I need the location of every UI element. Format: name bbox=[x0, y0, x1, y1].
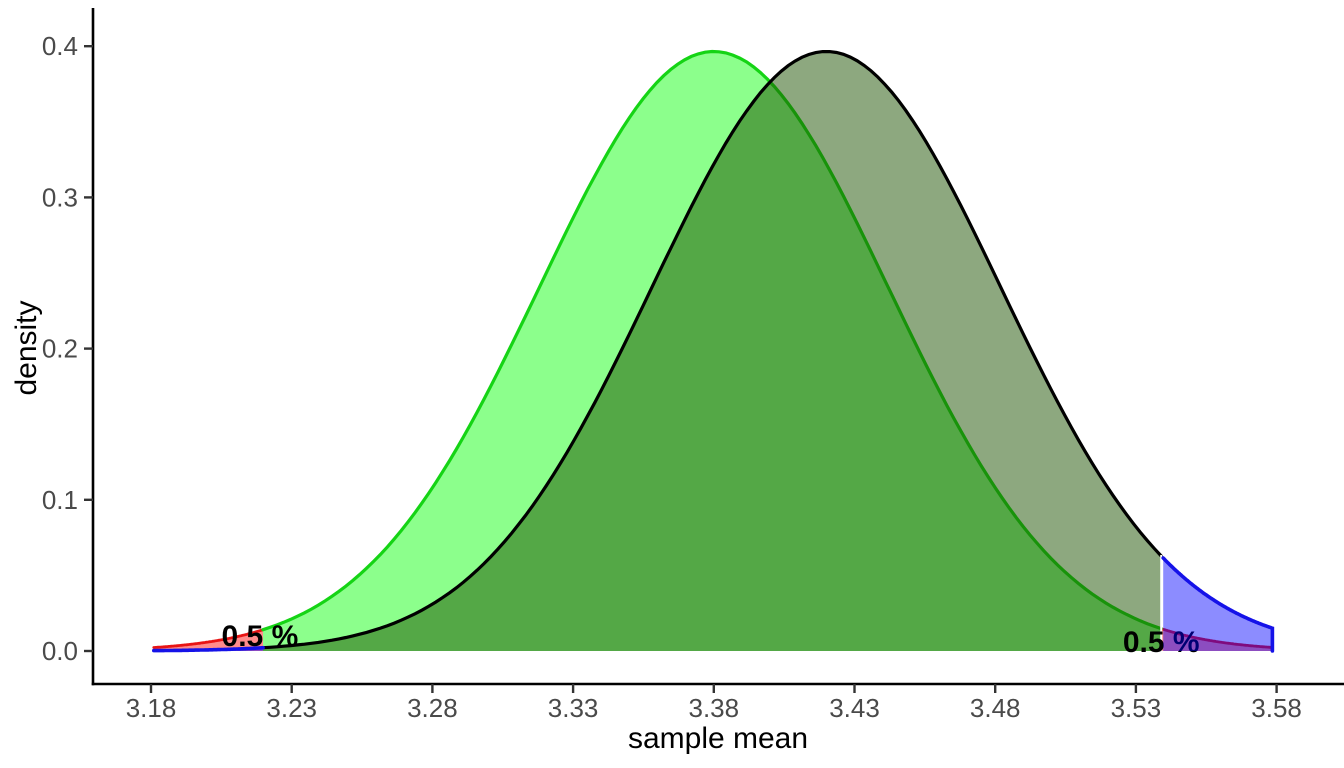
y-tick-label: 0.0 bbox=[42, 636, 78, 666]
x-tick-label: 3.58 bbox=[1251, 693, 1302, 723]
x-tick-label: 3.53 bbox=[1111, 693, 1162, 723]
x-tick-label: 3.23 bbox=[266, 693, 317, 723]
rejection-outline-right bbox=[1159, 627, 1274, 653]
rejection-outline-left bbox=[152, 628, 265, 649]
y-tick-label: 0.2 bbox=[42, 334, 78, 364]
x-tick-label: 3.28 bbox=[407, 693, 458, 723]
x-tick-label: 3.18 bbox=[126, 693, 177, 723]
axes-layer: 3.18 3.23 3.28 3.33 3.38 3.43 3.48 3.53 3.58 0.0 0… bbox=[42, 8, 1344, 723]
power-outline-left bbox=[152, 645, 265, 653]
plot-layers: 0.5 % 0.5 % bbox=[152, 49, 1275, 659]
y-tick-label: 0.1 bbox=[42, 485, 78, 515]
x-tick-label: 3.38 bbox=[688, 693, 739, 723]
x-axis-title: sample mean bbox=[628, 722, 808, 755]
x-tick-label: 3.43 bbox=[829, 693, 880, 723]
y-axis-title: density bbox=[10, 300, 43, 395]
alt-curve-line bbox=[261, 50, 1163, 650]
x-tick-label: 3.48 bbox=[970, 693, 1021, 723]
alt-curve-area bbox=[263, 51, 1162, 652]
tail-probability-label-right: 0.5 % bbox=[1123, 626, 1200, 659]
y-tick-label: 0.3 bbox=[42, 182, 78, 212]
power-outline-right bbox=[1161, 556, 1275, 653]
y-tick-label: 0.4 bbox=[42, 31, 78, 61]
x-tick-label: 3.33 bbox=[548, 693, 599, 723]
